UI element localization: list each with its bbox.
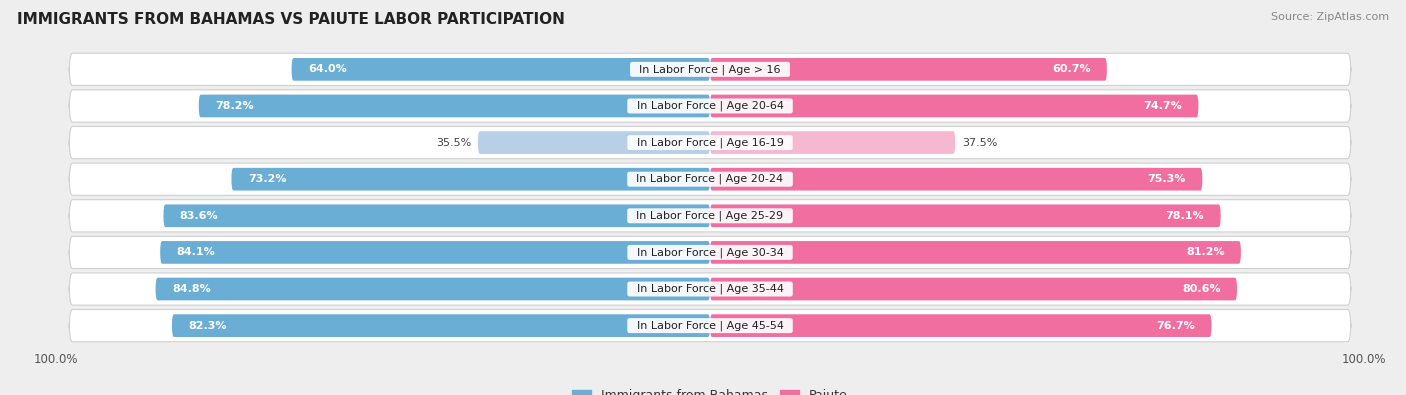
FancyBboxPatch shape bbox=[160, 241, 710, 264]
FancyBboxPatch shape bbox=[69, 236, 1351, 269]
Text: 76.7%: 76.7% bbox=[1156, 321, 1195, 331]
FancyBboxPatch shape bbox=[69, 126, 1351, 159]
FancyBboxPatch shape bbox=[69, 53, 1351, 85]
Text: In Labor Force | Age 20-24: In Labor Force | Age 20-24 bbox=[630, 174, 790, 184]
Text: 74.7%: 74.7% bbox=[1143, 101, 1182, 111]
FancyBboxPatch shape bbox=[69, 310, 1351, 342]
FancyBboxPatch shape bbox=[710, 205, 1220, 227]
FancyBboxPatch shape bbox=[710, 168, 1202, 190]
Text: 35.5%: 35.5% bbox=[436, 137, 471, 148]
Text: 82.3%: 82.3% bbox=[188, 321, 226, 331]
FancyBboxPatch shape bbox=[163, 205, 710, 227]
FancyBboxPatch shape bbox=[710, 131, 955, 154]
Text: In Labor Force | Age > 16: In Labor Force | Age > 16 bbox=[633, 64, 787, 75]
Text: 60.7%: 60.7% bbox=[1052, 64, 1091, 74]
Text: 84.8%: 84.8% bbox=[172, 284, 211, 294]
Text: 78.2%: 78.2% bbox=[215, 101, 253, 111]
Text: 37.5%: 37.5% bbox=[962, 137, 997, 148]
Text: 83.6%: 83.6% bbox=[180, 211, 218, 221]
Text: 64.0%: 64.0% bbox=[308, 64, 347, 74]
FancyBboxPatch shape bbox=[478, 131, 710, 154]
Text: 80.6%: 80.6% bbox=[1182, 284, 1220, 294]
Text: In Labor Force | Age 25-29: In Labor Force | Age 25-29 bbox=[630, 211, 790, 221]
Text: In Labor Force | Age 45-54: In Labor Force | Age 45-54 bbox=[630, 320, 790, 331]
FancyBboxPatch shape bbox=[710, 95, 1198, 117]
Text: 75.3%: 75.3% bbox=[1147, 174, 1187, 184]
Text: IMMIGRANTS FROM BAHAMAS VS PAIUTE LABOR PARTICIPATION: IMMIGRANTS FROM BAHAMAS VS PAIUTE LABOR … bbox=[17, 12, 565, 27]
FancyBboxPatch shape bbox=[69, 90, 1351, 122]
FancyBboxPatch shape bbox=[156, 278, 710, 300]
Text: 84.1%: 84.1% bbox=[177, 247, 215, 258]
FancyBboxPatch shape bbox=[232, 168, 710, 190]
FancyBboxPatch shape bbox=[710, 241, 1241, 264]
FancyBboxPatch shape bbox=[710, 278, 1237, 300]
FancyBboxPatch shape bbox=[69, 273, 1351, 305]
Legend: Immigrants from Bahamas, Paiute: Immigrants from Bahamas, Paiute bbox=[567, 384, 853, 395]
Text: In Labor Force | Age 30-34: In Labor Force | Age 30-34 bbox=[630, 247, 790, 258]
FancyBboxPatch shape bbox=[710, 58, 1107, 81]
Text: 81.2%: 81.2% bbox=[1185, 247, 1225, 258]
Text: In Labor Force | Age 16-19: In Labor Force | Age 16-19 bbox=[630, 137, 790, 148]
Text: Source: ZipAtlas.com: Source: ZipAtlas.com bbox=[1271, 12, 1389, 22]
Text: 73.2%: 73.2% bbox=[247, 174, 287, 184]
FancyBboxPatch shape bbox=[710, 314, 1212, 337]
FancyBboxPatch shape bbox=[198, 95, 710, 117]
FancyBboxPatch shape bbox=[172, 314, 710, 337]
Text: In Labor Force | Age 20-64: In Labor Force | Age 20-64 bbox=[630, 101, 790, 111]
Text: 78.1%: 78.1% bbox=[1166, 211, 1205, 221]
FancyBboxPatch shape bbox=[69, 163, 1351, 195]
Text: In Labor Force | Age 35-44: In Labor Force | Age 35-44 bbox=[630, 284, 790, 294]
FancyBboxPatch shape bbox=[291, 58, 710, 81]
FancyBboxPatch shape bbox=[69, 200, 1351, 232]
